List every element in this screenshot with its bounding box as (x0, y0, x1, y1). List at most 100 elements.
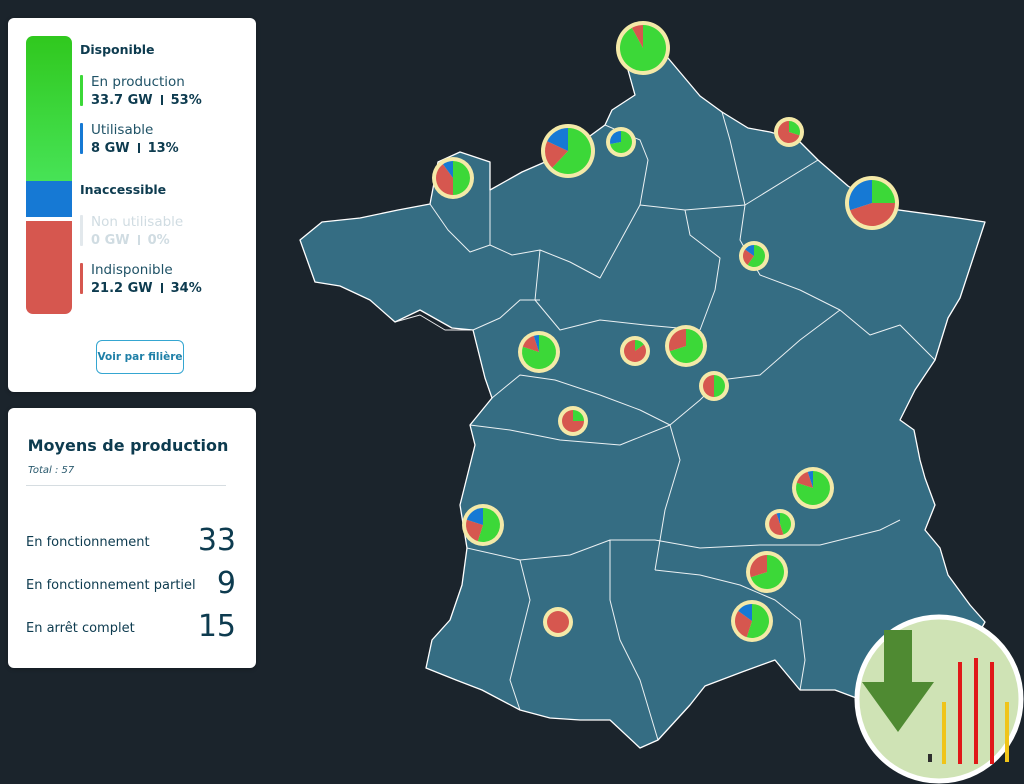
available-group-title: Disponible (80, 42, 155, 57)
legend-item-non-utilisable[interactable]: Non utilisable 0 GW 0% (80, 213, 183, 251)
plant-marker-penly[interactable] (606, 127, 636, 157)
plant-slice-green (610, 131, 632, 154)
france-land (299, 49, 986, 749)
plant-marker-blayais[interactable] (462, 504, 504, 546)
legend-color-bar (80, 75, 83, 106)
plant-slice-blue (738, 604, 752, 621)
plant-slice-blue (547, 128, 568, 151)
plant-slice-blue (466, 508, 483, 525)
plant-marker-flamanville[interactable] (432, 157, 474, 199)
legend-color-bar (80, 263, 83, 294)
segment-indisponible[interactable] (26, 220, 72, 314)
plant-slice-green (872, 180, 895, 203)
segment-en-production[interactable] (26, 36, 72, 182)
plant-marker-st-alban[interactable] (765, 509, 795, 539)
plant-marker-cruas[interactable] (746, 551, 788, 593)
plant-slice-red (742, 249, 754, 265)
plant-slice-blue (745, 245, 754, 256)
plant-marker-st-laurent[interactable] (620, 336, 650, 366)
voir-par-filiere-button[interactable]: Voir par filière (96, 340, 184, 374)
plant-slice-red (547, 611, 569, 633)
plant-marker-gravelines[interactable] (616, 21, 670, 75)
stats-title: Moyens de production (27, 436, 229, 455)
plant-slice-green (714, 375, 725, 397)
plant-marker-golfech[interactable] (543, 607, 573, 637)
plant-slice-red (850, 203, 895, 226)
plant-marker-chinon[interactable] (518, 331, 560, 373)
plant-slice-red (749, 555, 767, 578)
plant-slice-green (780, 513, 791, 535)
plant-slice-red (796, 471, 813, 488)
legend-item-value: 21.2 GW 34% (91, 281, 202, 296)
legend-item-label: Non utilisable (91, 214, 184, 230)
plant-slice-red (769, 513, 784, 535)
plants-layer (432, 21, 899, 642)
region-borders (394, 111, 936, 741)
plant-slice-red (735, 611, 752, 638)
production-stats-card: Moyens de production Total : 57 En fonct… (8, 408, 256, 668)
legend-color-bar (80, 215, 83, 246)
plant-slice-green (573, 410, 584, 421)
plant-slice-green (750, 555, 784, 589)
segment-utilisable[interactable] (26, 181, 72, 217)
bar-chart-icon (928, 658, 1009, 764)
availability-legend-card: Disponible En production 33.7 GW 53% Util… (8, 18, 256, 392)
legend-item-value: 33.7 GW 53% (91, 93, 202, 108)
availability-stack-bar (26, 36, 72, 314)
plant-slice-blue (807, 471, 813, 488)
plant-slice-green (795, 471, 830, 506)
legend-item-label: En production (91, 74, 185, 90)
legend-color-bar (80, 123, 83, 154)
plant-slice-green (521, 335, 556, 369)
plant-marker-belleville[interactable] (699, 371, 729, 401)
plant-slice-green (619, 25, 666, 71)
plant-slice-red (631, 25, 643, 48)
legend-item-value: 8 GW 13% (91, 141, 179, 156)
stats-total: Total : 57 (28, 465, 75, 476)
legend-item-indisponible[interactable]: Indisponible 21.2 GW 34% (80, 261, 202, 299)
stats-divider (26, 485, 226, 486)
plant-slice-red (522, 335, 539, 352)
plant-slice-blue (533, 334, 539, 352)
plant-marker-cattenom[interactable] (845, 176, 899, 230)
legend-item-en-production[interactable]: En production 33.7 GW 53% (80, 73, 202, 111)
plant-slice-green (635, 340, 644, 351)
plant-slice-blue (849, 180, 872, 211)
download-icon (862, 630, 934, 732)
plant-slice-red (562, 410, 584, 432)
plant-marker-dampierre[interactable] (665, 325, 707, 367)
plant-slice-blue (776, 513, 780, 524)
plant-slice-green (453, 161, 470, 195)
plant-slice-green (669, 329, 703, 363)
plant-marker-civaux[interactable] (558, 406, 588, 436)
legend-item-value: 0 GW 0% (91, 233, 170, 248)
plant-slice-red (545, 141, 568, 168)
stat-value-arret-complet: 15 (197, 609, 236, 644)
plant-slice-red (668, 329, 686, 352)
plant-slice-green (477, 508, 500, 542)
plant-slice-blue (443, 161, 453, 178)
stat-value-partiel: 9 (216, 566, 236, 601)
stat-label-en-fonctionnement: En fonctionnement (26, 535, 150, 550)
plant-slice-red (703, 375, 714, 397)
plant-slice-green (789, 121, 800, 136)
plant-slice-green (747, 245, 765, 267)
stat-value-en-fonctionnement: 33 (197, 523, 236, 558)
stat-label-partiel: En fonctionnement partiel (26, 578, 196, 593)
plant-marker-nogent[interactable] (739, 241, 769, 271)
inaccessible-group-title: Inaccessible (80, 182, 167, 197)
legend-item-utilisable[interactable]: Utilisable 8 GW 13% (80, 121, 179, 159)
legend-item-label: Indisponible (91, 262, 173, 278)
plant-marker-paluel[interactable] (541, 124, 595, 178)
plant-slice-red (777, 120, 800, 144)
plant-slice-red (465, 519, 483, 542)
plant-slice-red (436, 164, 453, 195)
plant-marker-tricastin[interactable] (731, 600, 773, 642)
stat-label-arret-complet: En arrêt complet (26, 621, 135, 636)
plant-marker-bugey[interactable] (792, 467, 834, 509)
plant-marker-chooz[interactable] (774, 117, 804, 147)
plant-slice-blue (609, 131, 621, 145)
download-button[interactable] (854, 614, 1024, 784)
segment-gap (26, 216, 72, 221)
